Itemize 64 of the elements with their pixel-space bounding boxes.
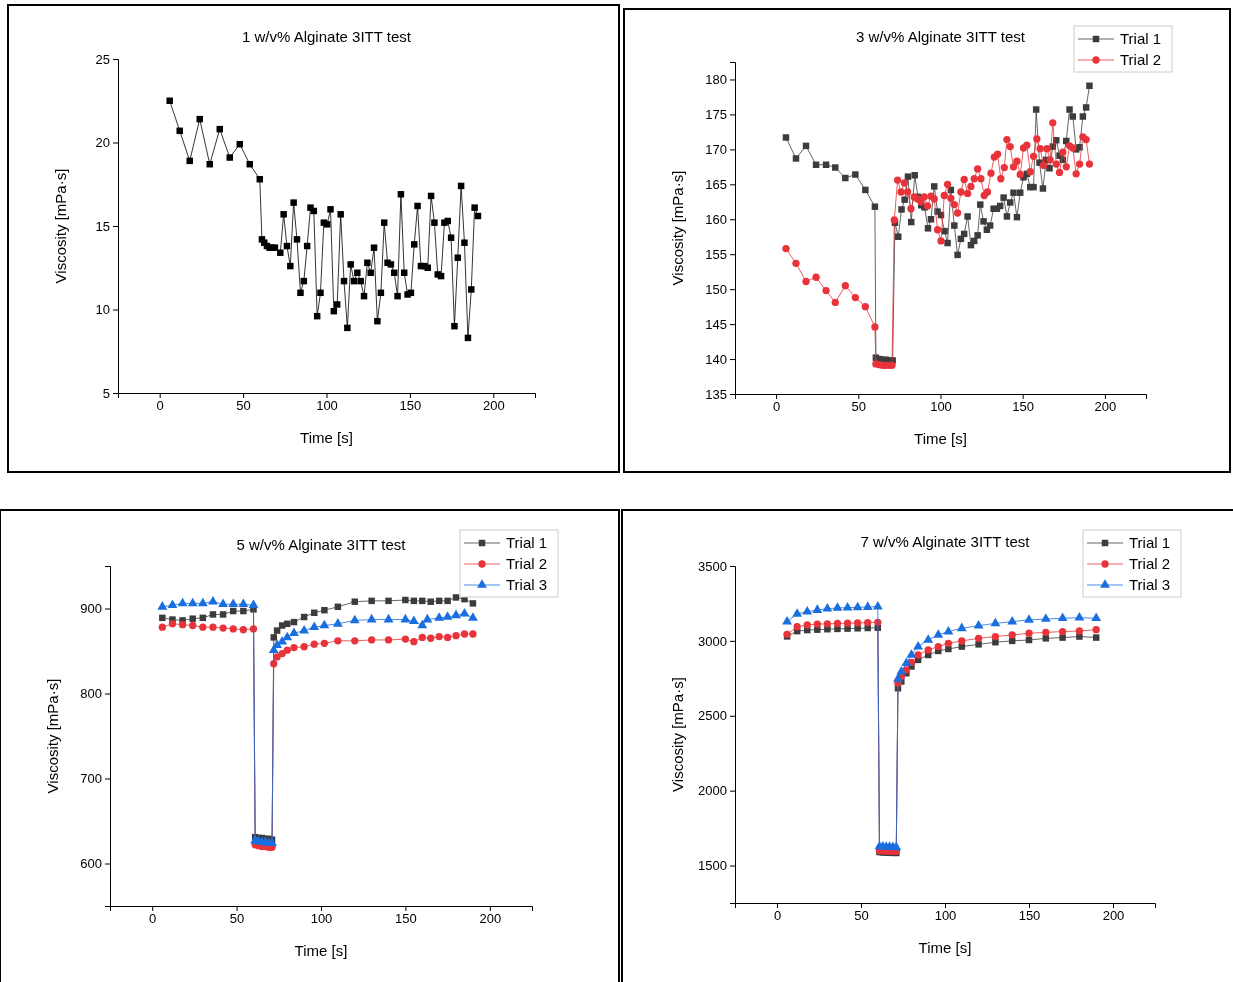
y-tick-label: 165 bbox=[705, 176, 727, 192]
y-tick-label: 15 bbox=[95, 218, 110, 234]
x-tick-label: 150 bbox=[1012, 399, 1035, 415]
y-tick-label: 700 bbox=[80, 771, 102, 787]
y-axis-title: Viscosity [mPa·s] bbox=[44, 678, 61, 794]
y-tick-label: 2000 bbox=[698, 783, 727, 799]
x-tick-label: 200 bbox=[479, 911, 502, 927]
y-tick-label: 170 bbox=[705, 142, 727, 158]
y-tick-label: 160 bbox=[705, 211, 727, 227]
y-tick-label: 3500 bbox=[698, 558, 727, 574]
legend-label: Trial 3 bbox=[506, 576, 548, 593]
y-tick-label: 145 bbox=[705, 316, 727, 332]
x-tick-label: 0 bbox=[149, 911, 157, 927]
y-tick-label: 180 bbox=[705, 72, 727, 88]
x-tick-label: 50 bbox=[854, 908, 869, 924]
y-tick-label: 10 bbox=[95, 302, 110, 318]
x-tick-label: 0 bbox=[156, 398, 164, 414]
y-axis-title: Viscosity [mPa·s] bbox=[669, 677, 686, 792]
chart-title: 7 w/v% Alginate 3ITT test bbox=[860, 533, 1031, 550]
chart-title: 5 w/v% Alginate 3ITT test bbox=[236, 536, 407, 553]
x-tick-label: 200 bbox=[482, 398, 505, 414]
x-axis-title: Time [s] bbox=[300, 429, 353, 446]
legend-label: Trial 1 bbox=[506, 534, 548, 551]
y-axis-title: Viscosity [mPa·s] bbox=[52, 168, 69, 284]
legend-label: Trial 1 bbox=[1120, 30, 1162, 47]
x-tick-label: 150 bbox=[395, 911, 417, 927]
x-tick-label: 100 bbox=[310, 911, 333, 927]
x-tick-label: 100 bbox=[930, 399, 952, 415]
x-tick-label: 0 bbox=[772, 399, 781, 415]
x-tick-label: 150 bbox=[1018, 908, 1041, 924]
y-tick-label: 135 bbox=[705, 386, 727, 402]
x-tick-label: 200 bbox=[1102, 908, 1125, 924]
y-tick-label: 600 bbox=[80, 856, 102, 872]
legend-label: Trial 2 bbox=[1120, 51, 1162, 68]
x-axis-title: Time [s] bbox=[294, 942, 348, 959]
y-tick-label: 175 bbox=[705, 107, 727, 123]
x-axis-title: Time [s] bbox=[914, 430, 967, 447]
x-tick-label: 50 bbox=[229, 911, 245, 927]
legend-label: Trial 2 bbox=[506, 555, 548, 572]
y-axis-title: Viscosity [mPa·s] bbox=[669, 170, 686, 286]
chart-title: 3 w/v% Alginate 3ITT test bbox=[856, 28, 1026, 45]
legend-label: Trial 3 bbox=[1129, 576, 1171, 593]
y-tick-label: 1500 bbox=[698, 858, 727, 874]
x-tick-label: 150 bbox=[399, 398, 422, 414]
x-tick-label: 0 bbox=[773, 908, 782, 924]
y-tick-label: 5 bbox=[102, 385, 110, 401]
y-tick-label: 900 bbox=[80, 601, 102, 617]
y-tick-label: 150 bbox=[705, 281, 727, 297]
x-tick-label: 200 bbox=[1094, 399, 1117, 415]
y-tick-label: 25 bbox=[95, 51, 110, 67]
y-tick-label: 20 bbox=[95, 135, 110, 151]
x-tick-label: 50 bbox=[851, 399, 867, 415]
x-tick-label: 100 bbox=[316, 398, 338, 414]
chart-title: 1 w/v% Alginate 3ITT test bbox=[242, 28, 412, 45]
y-tick-label: 800 bbox=[80, 686, 102, 702]
x-axis-title: Time [s] bbox=[918, 939, 972, 956]
y-tick-label: 3000 bbox=[698, 633, 727, 649]
y-tick-label: 140 bbox=[705, 351, 727, 367]
legend-label: Trial 2 bbox=[1129, 555, 1171, 572]
y-tick-label: 2500 bbox=[698, 708, 727, 724]
x-tick-label: 100 bbox=[934, 908, 957, 924]
x-tick-label: 50 bbox=[236, 398, 251, 414]
legend-label: Trial 1 bbox=[1129, 534, 1171, 551]
y-tick-label: 155 bbox=[705, 246, 727, 262]
